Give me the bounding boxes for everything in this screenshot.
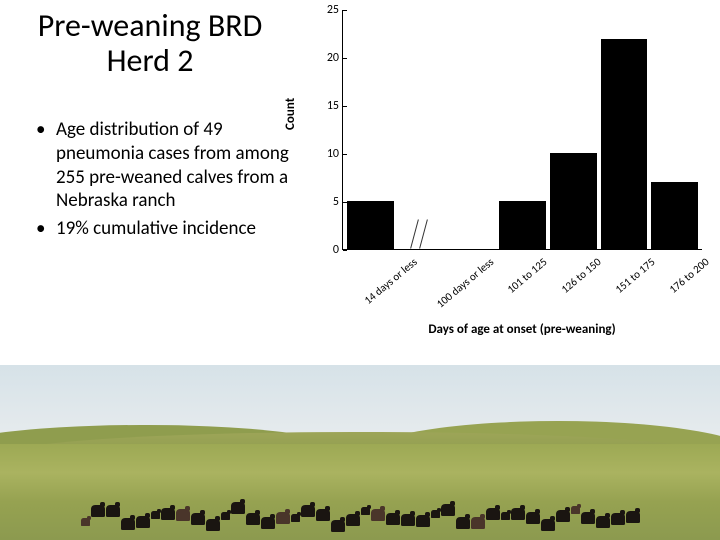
cow-icon: [501, 512, 510, 520]
cow-icon: [471, 517, 485, 529]
y-tick: 25: [317, 3, 343, 17]
bar: [651, 182, 698, 249]
cow-icon: [486, 508, 500, 520]
y-tick: 20: [317, 51, 343, 65]
cow-icon: [81, 518, 90, 526]
cow-icon: [386, 513, 400, 525]
cow-icon: [176, 509, 190, 521]
cow-icon: [161, 508, 175, 520]
x-tick-labels: 14 days or less100 days or less101 to 12…: [342, 254, 702, 267]
y-tick: 0: [317, 243, 343, 257]
cow-icon: [581, 512, 595, 524]
cow-icon: [331, 520, 345, 532]
cow-icon: [526, 512, 540, 524]
x-tick-label: 176 to 200: [666, 254, 713, 296]
bar-group: [343, 10, 702, 249]
slide: Pre-weaning BRD Herd 2 Age distribution …: [0, 0, 720, 540]
cattle-herd: [0, 456, 720, 526]
cow-icon: [291, 514, 300, 522]
axis-break-icon: [398, 221, 445, 249]
bar: [499, 201, 546, 249]
cow-icon: [316, 509, 330, 521]
cow-icon: [441, 504, 455, 516]
cow-icon: [416, 515, 430, 527]
cow-icon: [206, 519, 220, 531]
x-tick-label: 14 days or less: [362, 254, 422, 307]
cow-icon: [191, 513, 205, 525]
bullet-item: Age distribution of 49 pneumonia cases f…: [36, 118, 296, 213]
x-tick-label: 126 to 150: [559, 254, 606, 296]
cow-icon: [541, 519, 555, 531]
x-axis-label: Days of age at onset (pre-weaning): [342, 322, 702, 337]
x-tick-label: 100 days or less: [434, 254, 498, 311]
cow-icon: [571, 506, 580, 514]
cow-icon: [246, 513, 260, 525]
chart-plot-area: 0510152025: [342, 10, 702, 250]
cow-icon: [361, 507, 370, 515]
cow-icon: [371, 509, 385, 521]
bar: [601, 39, 648, 249]
cow-icon: [431, 510, 440, 518]
cow-icon: [91, 505, 105, 517]
y-tick: 5: [317, 195, 343, 209]
cow-icon: [136, 516, 150, 528]
cow-icon: [596, 516, 610, 528]
bar: [550, 153, 597, 249]
cow-icon: [301, 505, 315, 517]
cow-icon: [231, 502, 245, 514]
cow-icon: [121, 518, 135, 530]
cow-icon: [346, 514, 360, 526]
cow-icon: [401, 514, 415, 526]
bar: [347, 201, 394, 249]
cow-icon: [221, 512, 230, 520]
cow-icon: [456, 517, 470, 529]
cow-icon: [611, 513, 625, 525]
x-tick-label: 101 to 125: [505, 254, 552, 296]
cow-icon: [276, 512, 290, 524]
bullet-list: Age distribution of 49 pneumonia cases f…: [36, 118, 296, 245]
bullet-item: 19% cumulative incidence: [36, 217, 296, 241]
y-axis-label: Count: [283, 98, 298, 130]
cow-icon: [261, 517, 275, 529]
age-distribution-chart: Count 0510152025 14 days or less100 days…: [300, 10, 710, 340]
cow-icon: [626, 511, 640, 523]
cow-icon: [556, 510, 570, 522]
slide-title: Pre-weaning BRD Herd 2: [10, 8, 290, 78]
pasture-photo: [0, 365, 720, 540]
x-tick-label: 151 to 175: [613, 254, 660, 296]
cow-icon: [511, 508, 525, 520]
cow-icon: [151, 511, 160, 519]
cow-icon: [106, 505, 120, 517]
y-tick: 15: [317, 99, 343, 113]
y-tick: 10: [317, 147, 343, 161]
